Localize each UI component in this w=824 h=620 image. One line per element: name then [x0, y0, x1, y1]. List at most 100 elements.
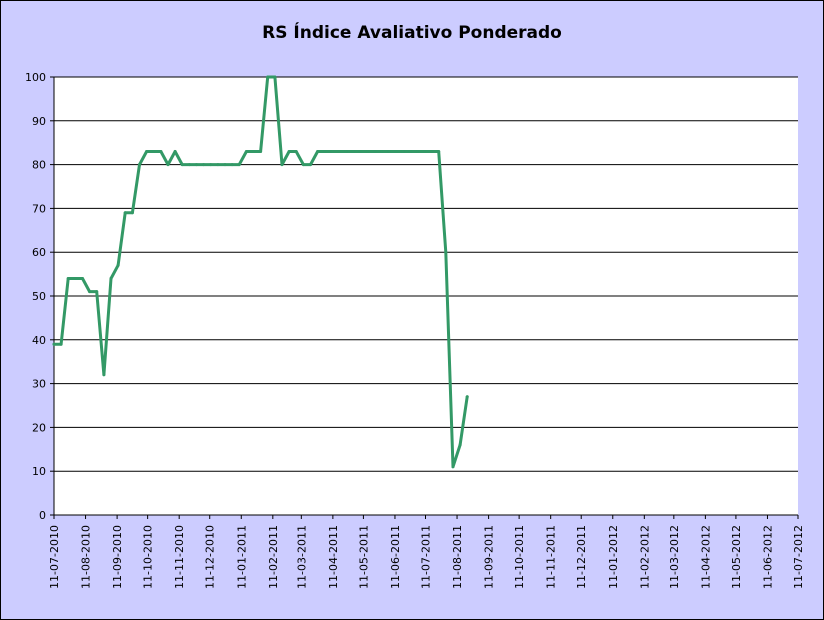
x-tick-label: 11-02-2011	[267, 525, 280, 589]
data-point-54	[437, 150, 441, 153]
x-tick-label: 11-03-2012	[668, 525, 681, 589]
x-tick-label: 11-12-2011	[575, 525, 588, 589]
data-point-13	[145, 150, 149, 153]
y-tick-label: 40	[32, 334, 46, 347]
x-tick-label: 11-07-2012	[792, 525, 805, 589]
y-tick-label: 60	[32, 246, 46, 259]
data-point-57	[458, 443, 462, 447]
x-tick-label: 11-11-2010	[173, 525, 186, 589]
y-tick-label: 80	[32, 159, 46, 172]
data-point-14	[152, 150, 156, 153]
data-point-46	[380, 150, 384, 153]
x-tick-label: 11-11-2011	[545, 525, 558, 589]
data-point-26	[237, 163, 241, 167]
data-point-43	[358, 150, 362, 153]
data-point-31	[273, 75, 277, 79]
data-point-49	[401, 150, 405, 153]
data-point-35	[301, 163, 305, 167]
data-point-12	[138, 163, 141, 167]
x-tick-label: 11-02-2012	[638, 525, 651, 589]
data-point-11	[130, 211, 134, 215]
x-axis-ticks: 11-07-2010 11-08-2010 11-09-2010 11-10-2010…	[48, 515, 805, 589]
data-point-44	[366, 150, 369, 153]
y-tick-label: 70	[32, 202, 46, 215]
data-point-37	[316, 150, 320, 153]
data-point-32	[280, 163, 284, 167]
data-point-47	[387, 150, 391, 153]
x-tick-label: 11-04-2011	[327, 525, 340, 589]
data-point-55	[444, 250, 448, 254]
data-point-18	[180, 163, 184, 167]
data-point-58	[465, 395, 469, 399]
x-tick-label: 11-01-2012	[607, 525, 620, 589]
x-tick-label: 11-10-2011	[513, 525, 526, 589]
data-point-0	[52, 342, 56, 346]
data-point-41	[344, 150, 348, 153]
data-point-50	[408, 150, 412, 153]
data-point-10	[123, 211, 127, 215]
data-point-4	[81, 277, 84, 280]
data-point-24	[223, 163, 227, 167]
data-point-23	[216, 163, 220, 167]
data-point-2	[66, 277, 70, 280]
data-point-33	[287, 150, 291, 153]
data-point-48	[394, 150, 398, 153]
data-point-45	[373, 150, 377, 153]
data-point-20	[195, 163, 198, 167]
data-point-17	[173, 150, 177, 153]
data-point-42	[351, 150, 355, 153]
x-tick-label: 11-06-2011	[389, 525, 402, 589]
y-tick-label: 50	[32, 290, 46, 303]
chart-title: RS Índice Avaliativo Ponderado	[262, 21, 562, 43]
data-point-16	[166, 163, 170, 167]
data-point-1	[59, 342, 63, 346]
x-tick-label: 11-04-2012	[699, 525, 712, 589]
data-point-38	[323, 150, 327, 153]
y-tick-label: 30	[32, 378, 46, 391]
y-tick-label: 10	[32, 465, 46, 478]
data-point-7	[102, 373, 106, 377]
data-point-19	[187, 163, 191, 167]
x-tick-label: 11-08-2010	[80, 525, 93, 589]
x-tick-label: 11-01-2011	[235, 525, 248, 589]
data-point-51	[415, 150, 419, 153]
y-tick-label: 20	[32, 421, 46, 434]
x-tick-label: 11-07-2010	[48, 525, 61, 589]
data-point-29	[259, 150, 263, 153]
data-point-56	[451, 465, 455, 469]
x-tick-label: 11-07-2011	[419, 525, 432, 589]
y-tick-label: 100	[25, 71, 46, 84]
x-tick-label: 11-08-2011	[451, 525, 464, 589]
data-point-22	[209, 163, 213, 167]
x-tick-label: 11-05-2012	[730, 525, 743, 589]
x-tick-label: 11-03-2011	[295, 525, 308, 589]
x-tick-label: 11-12-2010	[204, 525, 217, 589]
x-tick-label: 11-10-2010	[142, 525, 155, 589]
y-axis-ticks: 0 10 20 30 40 50 60 70 80 90 100	[25, 71, 54, 522]
data-point-8	[109, 277, 113, 280]
data-point-6	[95, 290, 99, 294]
data-point-36	[309, 163, 312, 167]
data-point-52	[423, 150, 426, 153]
data-point-3	[73, 277, 77, 280]
data-point-40	[337, 150, 341, 153]
data-point-15	[159, 150, 163, 153]
x-tick-label: 11-09-2011	[483, 525, 496, 589]
series-group	[52, 75, 469, 469]
gridlines	[54, 76, 798, 472]
x-tick-label: 11-05-2011	[357, 525, 370, 589]
x-tick-label: 11-06-2012	[761, 525, 774, 589]
data-point-30	[266, 75, 270, 79]
data-point-39	[330, 150, 334, 153]
y-tick-label: 90	[32, 115, 46, 128]
data-point-21	[202, 163, 206, 167]
data-point-25	[230, 163, 234, 167]
data-point-34	[294, 150, 298, 153]
y-tick-label: 0	[39, 509, 46, 522]
data-point-5	[88, 290, 92, 294]
x-tick-label: 11-09-2010	[111, 525, 124, 589]
data-point-28	[252, 150, 255, 153]
data-point-27	[244, 150, 248, 153]
